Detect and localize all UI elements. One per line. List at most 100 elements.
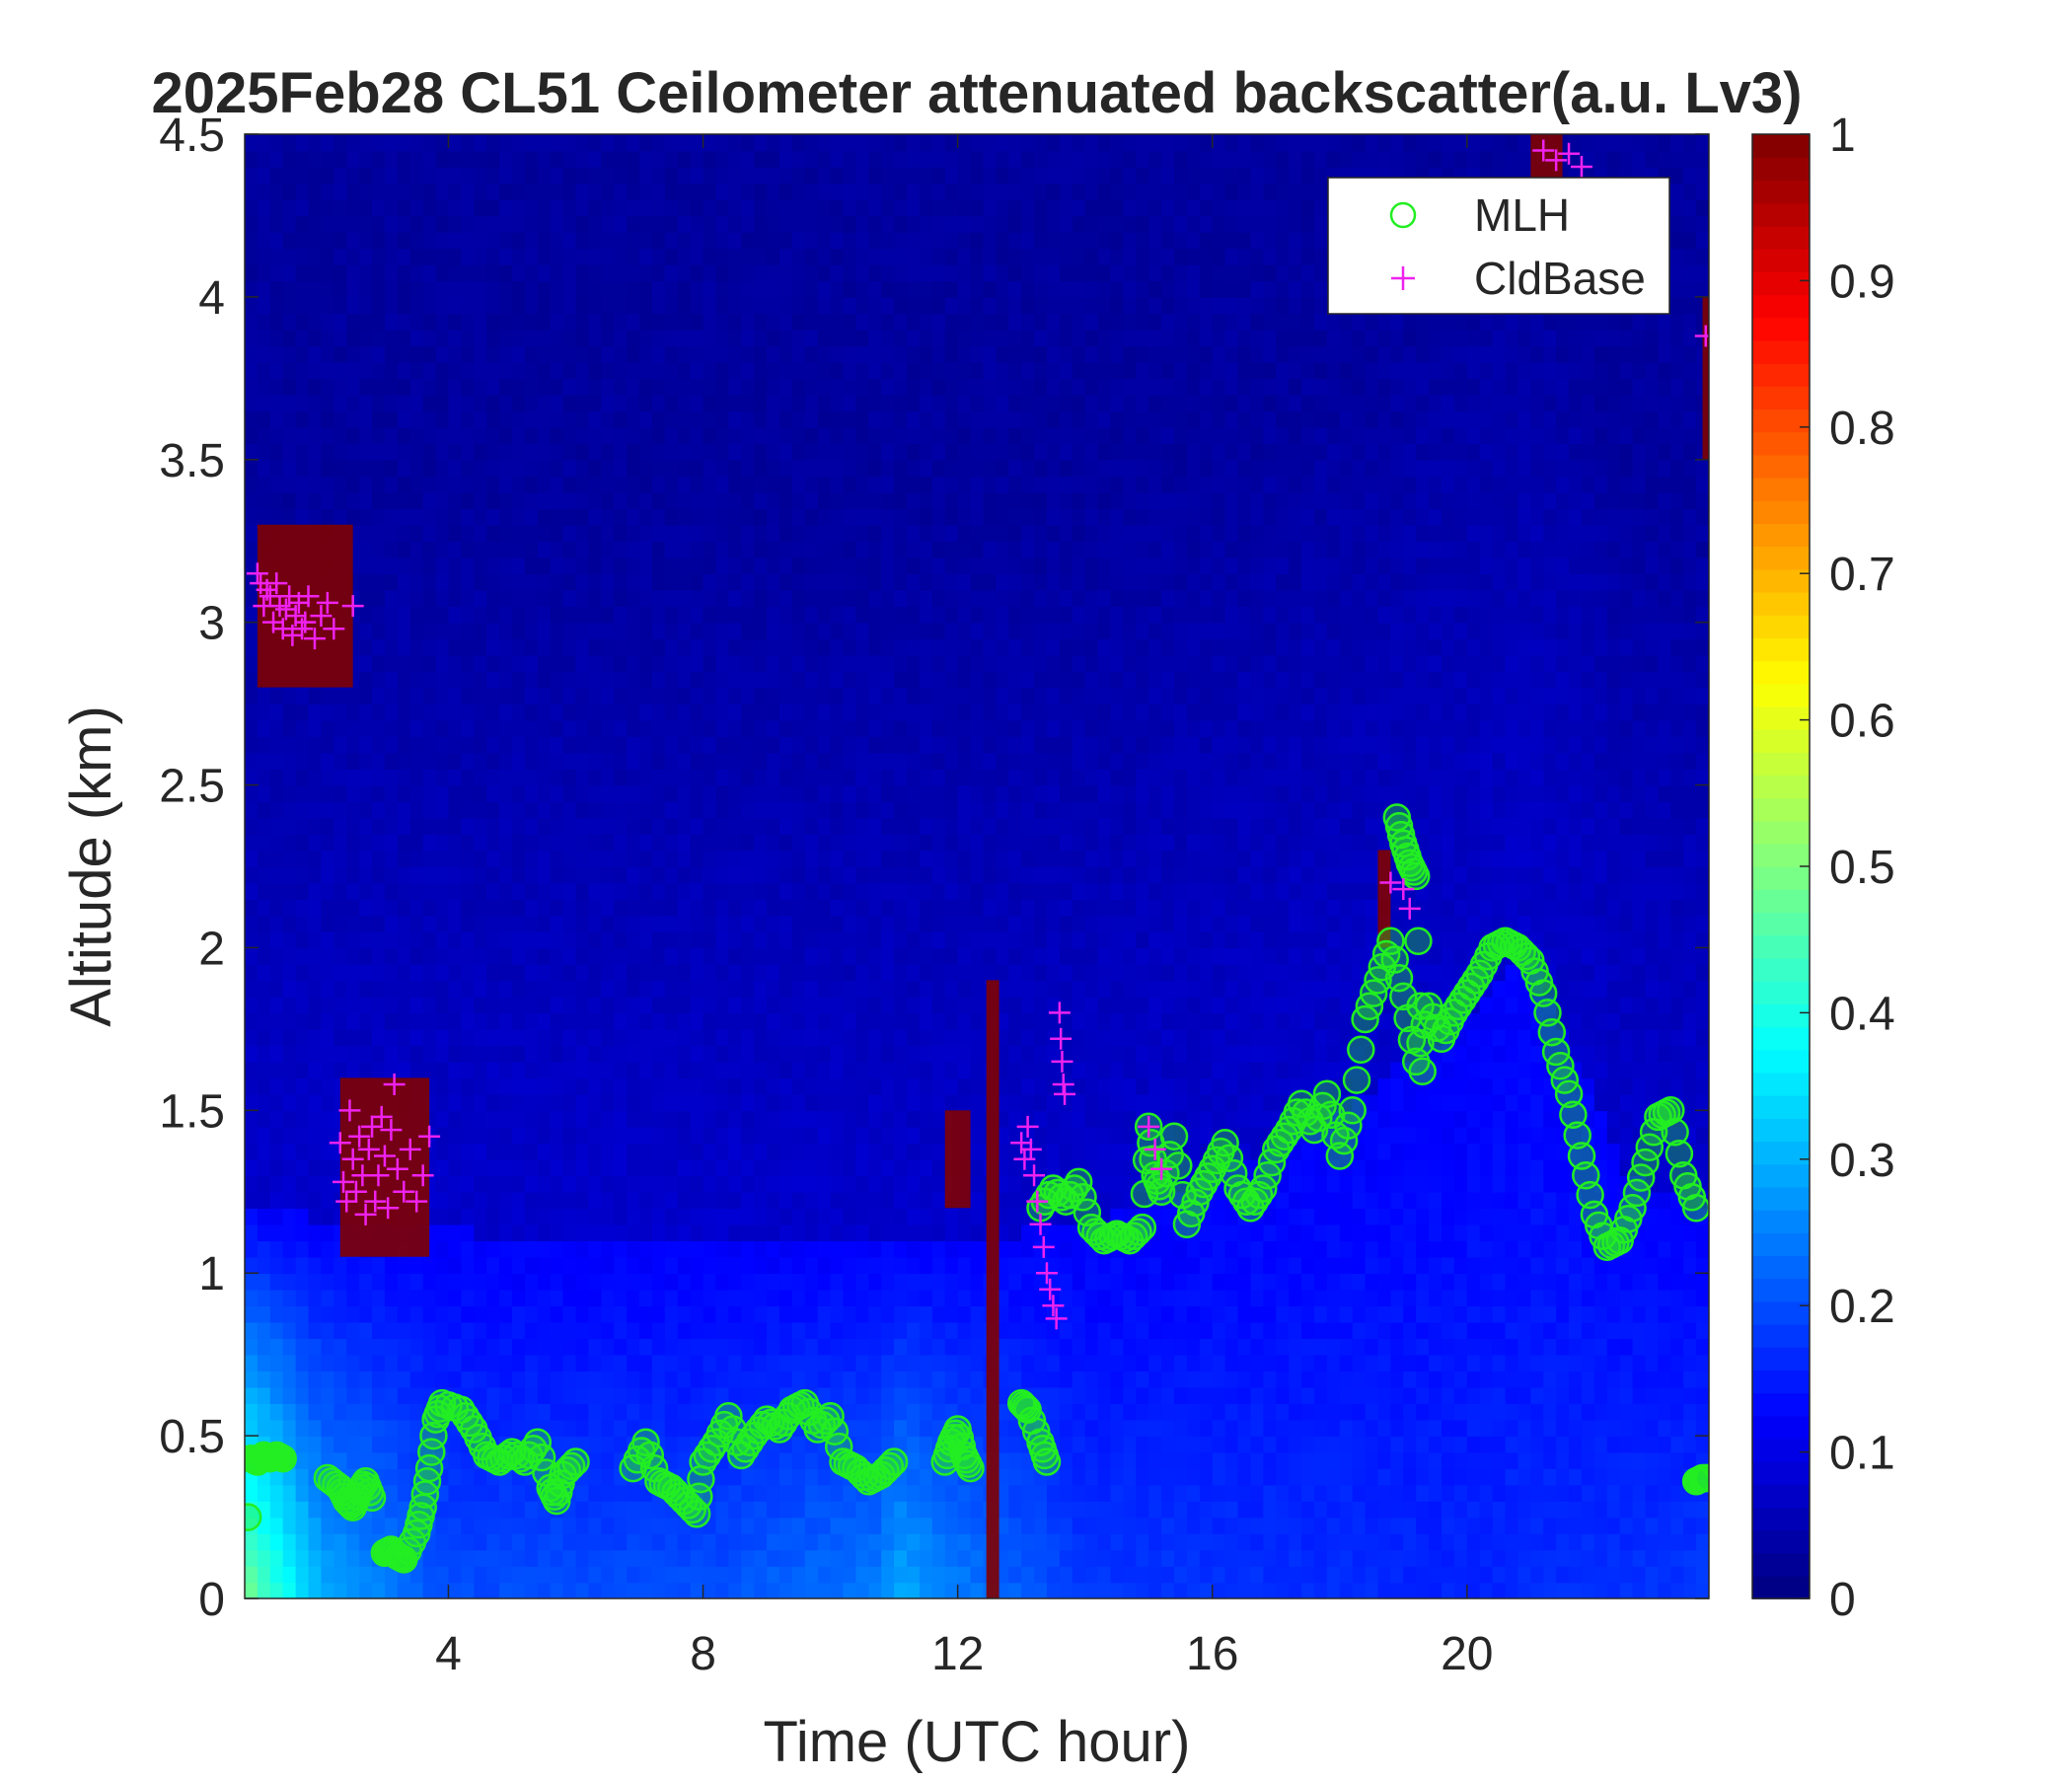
heatmap-cell	[881, 313, 895, 331]
heatmap-cell	[843, 1566, 857, 1584]
heatmap-cell	[409, 1566, 424, 1584]
heatmap-cell	[295, 1484, 310, 1502]
heatmap-cell	[651, 898, 666, 917]
heatmap-cell	[830, 1533, 845, 1551]
heatmap-cell	[575, 1549, 590, 1567]
heatmap-cell	[830, 1191, 845, 1210]
heatmap-cell	[843, 1305, 857, 1323]
heatmap-cell	[677, 263, 692, 282]
heatmap-cell	[804, 1256, 819, 1275]
heatmap-cell	[639, 850, 653, 867]
heatmap-cell	[843, 996, 857, 1014]
heatmap-cell	[817, 638, 832, 656]
heatmap-cell	[245, 1566, 259, 1584]
heatmap-cell	[804, 248, 819, 265]
heatmap-cell	[295, 183, 310, 200]
heatmap-cell	[804, 882, 819, 900]
heatmap-cell	[639, 361, 653, 380]
heatmap-cell	[601, 1451, 616, 1469]
heatmap-cell	[614, 671, 628, 689]
heatmap-cell	[931, 1354, 946, 1372]
heatmap-cell	[944, 1354, 959, 1372]
heatmap-cell	[855, 947, 870, 965]
heatmap-cell	[627, 541, 640, 558]
heatmap-cell	[435, 769, 450, 786]
heatmap-cell	[741, 345, 755, 363]
heatmap-cell	[562, 394, 577, 412]
heatmap-cell	[295, 1028, 310, 1047]
heatmap-cell	[486, 1012, 500, 1030]
heatmap-cell	[245, 541, 259, 558]
heatmap-cell	[435, 963, 450, 982]
heatmap-cell	[728, 248, 743, 265]
heatmap-cell	[409, 769, 424, 786]
heatmap-cell	[308, 263, 323, 282]
heatmap-cell	[588, 1028, 603, 1047]
heatmap-cell	[639, 1549, 653, 1567]
heatmap-cell	[511, 1143, 526, 1160]
heatmap-cell	[944, 1533, 959, 1551]
heatmap-cell	[817, 1028, 832, 1047]
heatmap-cell	[677, 329, 692, 347]
heatmap-cell	[333, 361, 348, 380]
heatmap-cell	[767, 638, 780, 656]
heatmap-cell	[690, 134, 704, 152]
heatmap-cell	[511, 410, 526, 428]
heatmap-cell	[397, 134, 411, 152]
heatmap-cell	[715, 1256, 730, 1275]
heatmap-cell	[931, 1158, 946, 1177]
heatmap-cell	[422, 1582, 437, 1598]
heatmap-cell	[269, 508, 284, 526]
heatmap-cell	[537, 426, 552, 445]
heatmap-cell	[537, 687, 552, 705]
heatmap-cell	[843, 1501, 857, 1519]
heatmap-cell	[754, 1305, 768, 1323]
heatmap-cell	[627, 1501, 640, 1519]
heatmap-cell	[601, 980, 616, 998]
heatmap-cell	[282, 947, 297, 965]
heatmap-cell	[817, 1110, 832, 1128]
heatmap-cell	[690, 963, 704, 982]
heatmap-cell	[384, 817, 399, 835]
heatmap-cell	[562, 134, 577, 152]
heatmap-cell	[282, 1208, 297, 1225]
heatmap-cell	[715, 1468, 730, 1486]
heatmap-cell	[499, 1484, 513, 1502]
heatmap-cell	[778, 573, 793, 591]
heatmap-cell	[741, 866, 755, 884]
heatmap-cell	[778, 183, 793, 200]
heatmap-cell	[550, 166, 564, 185]
heatmap-cell	[767, 930, 780, 949]
heatmap-cell	[448, 1419, 463, 1437]
heatmap-cell	[741, 1256, 755, 1275]
heatmap-cell	[461, 687, 476, 705]
heatmap-cell	[397, 410, 411, 428]
heatmap-cell	[397, 752, 411, 770]
heatmap-cell	[346, 215, 360, 233]
heatmap-cell	[651, 752, 666, 770]
heatmap-cell	[791, 1077, 806, 1095]
heatmap-cell	[333, 1321, 348, 1339]
heatmap-cell	[778, 524, 793, 543]
heatmap-cell	[728, 638, 743, 656]
heatmap-cell	[843, 1256, 857, 1275]
heatmap-cell	[511, 1305, 526, 1323]
heatmap-cell	[422, 1256, 437, 1275]
heatmap-cell	[868, 1077, 883, 1095]
heatmap-cell	[422, 166, 437, 185]
heatmap-cell	[703, 443, 717, 461]
heatmap-cell	[868, 134, 883, 152]
heatmap-cell	[664, 1517, 679, 1534]
heatmap-cell	[919, 1208, 933, 1225]
heatmap-cell	[384, 1419, 399, 1437]
heatmap-cell	[372, 508, 386, 526]
heatmap-cell	[333, 394, 348, 412]
heatmap-cell	[614, 573, 628, 591]
heatmap-cell	[754, 557, 768, 574]
heatmap-cell	[333, 1012, 348, 1030]
heatmap-cell	[333, 1436, 348, 1453]
heatmap-cell	[664, 1305, 679, 1323]
heatmap-cell	[715, 1338, 730, 1356]
heatmap-cell	[257, 183, 271, 200]
heatmap-cell	[409, 491, 424, 510]
